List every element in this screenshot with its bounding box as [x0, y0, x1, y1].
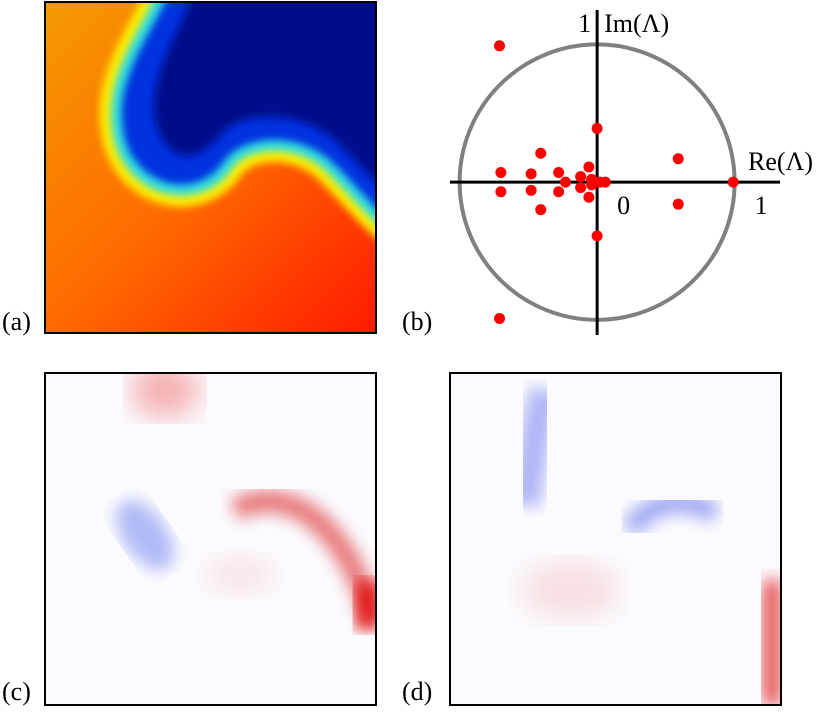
- eigenvalue-point: [591, 230, 603, 242]
- frame: [44, 372, 377, 706]
- eigenvalue-point: [672, 198, 684, 210]
- heatmap-a: [45, 2, 376, 333]
- eigenvalue-point: [494, 312, 505, 324]
- eigenvalue-point: [586, 179, 598, 191]
- y-tick-label: 1: [578, 9, 591, 38]
- heatmap-c: [45, 373, 376, 705]
- panel-label: (d): [402, 677, 432, 706]
- eigenvalue-point: [535, 204, 547, 216]
- x-tick-label: 0: [617, 191, 630, 220]
- eigenvalue-point: [575, 171, 587, 183]
- eigenvalue-point: [583, 161, 595, 173]
- eigenvalue-point: [575, 182, 587, 194]
- eigenvalue-plot: Re(Λ) Im(Λ) 0 1 1: [450, 9, 813, 335]
- eigenvalue-point: [560, 176, 571, 188]
- x-axis-label: Re(Λ): [748, 147, 813, 176]
- panel-label: (c): [2, 677, 31, 706]
- frame: [44, 1, 377, 334]
- eigenvalue-point: [583, 191, 595, 203]
- panel-label: (a): [2, 307, 31, 336]
- eigenvalue-point: [599, 176, 611, 188]
- eigenvalue-point: [727, 176, 739, 188]
- x-tick-label: 1: [755, 191, 768, 220]
- eigenvalue-point: [495, 186, 507, 198]
- eigenvalue-point: [672, 153, 684, 165]
- panel-label: (b): [402, 307, 432, 336]
- eigenvalue-point: [525, 184, 537, 196]
- eigenvalue-point: [495, 167, 507, 178]
- eigenvalue-point: [553, 167, 565, 178]
- eigenvalue-point: [591, 122, 603, 134]
- eigenvalue-point: [553, 186, 565, 198]
- eigenvalue-point: [494, 40, 505, 52]
- frame: [449, 372, 782, 706]
- heatmap-d: [450, 373, 781, 705]
- y-axis-label: Im(Λ): [604, 9, 669, 38]
- eigenvalue-point: [535, 147, 547, 159]
- eigenvalue-point: [525, 168, 537, 180]
